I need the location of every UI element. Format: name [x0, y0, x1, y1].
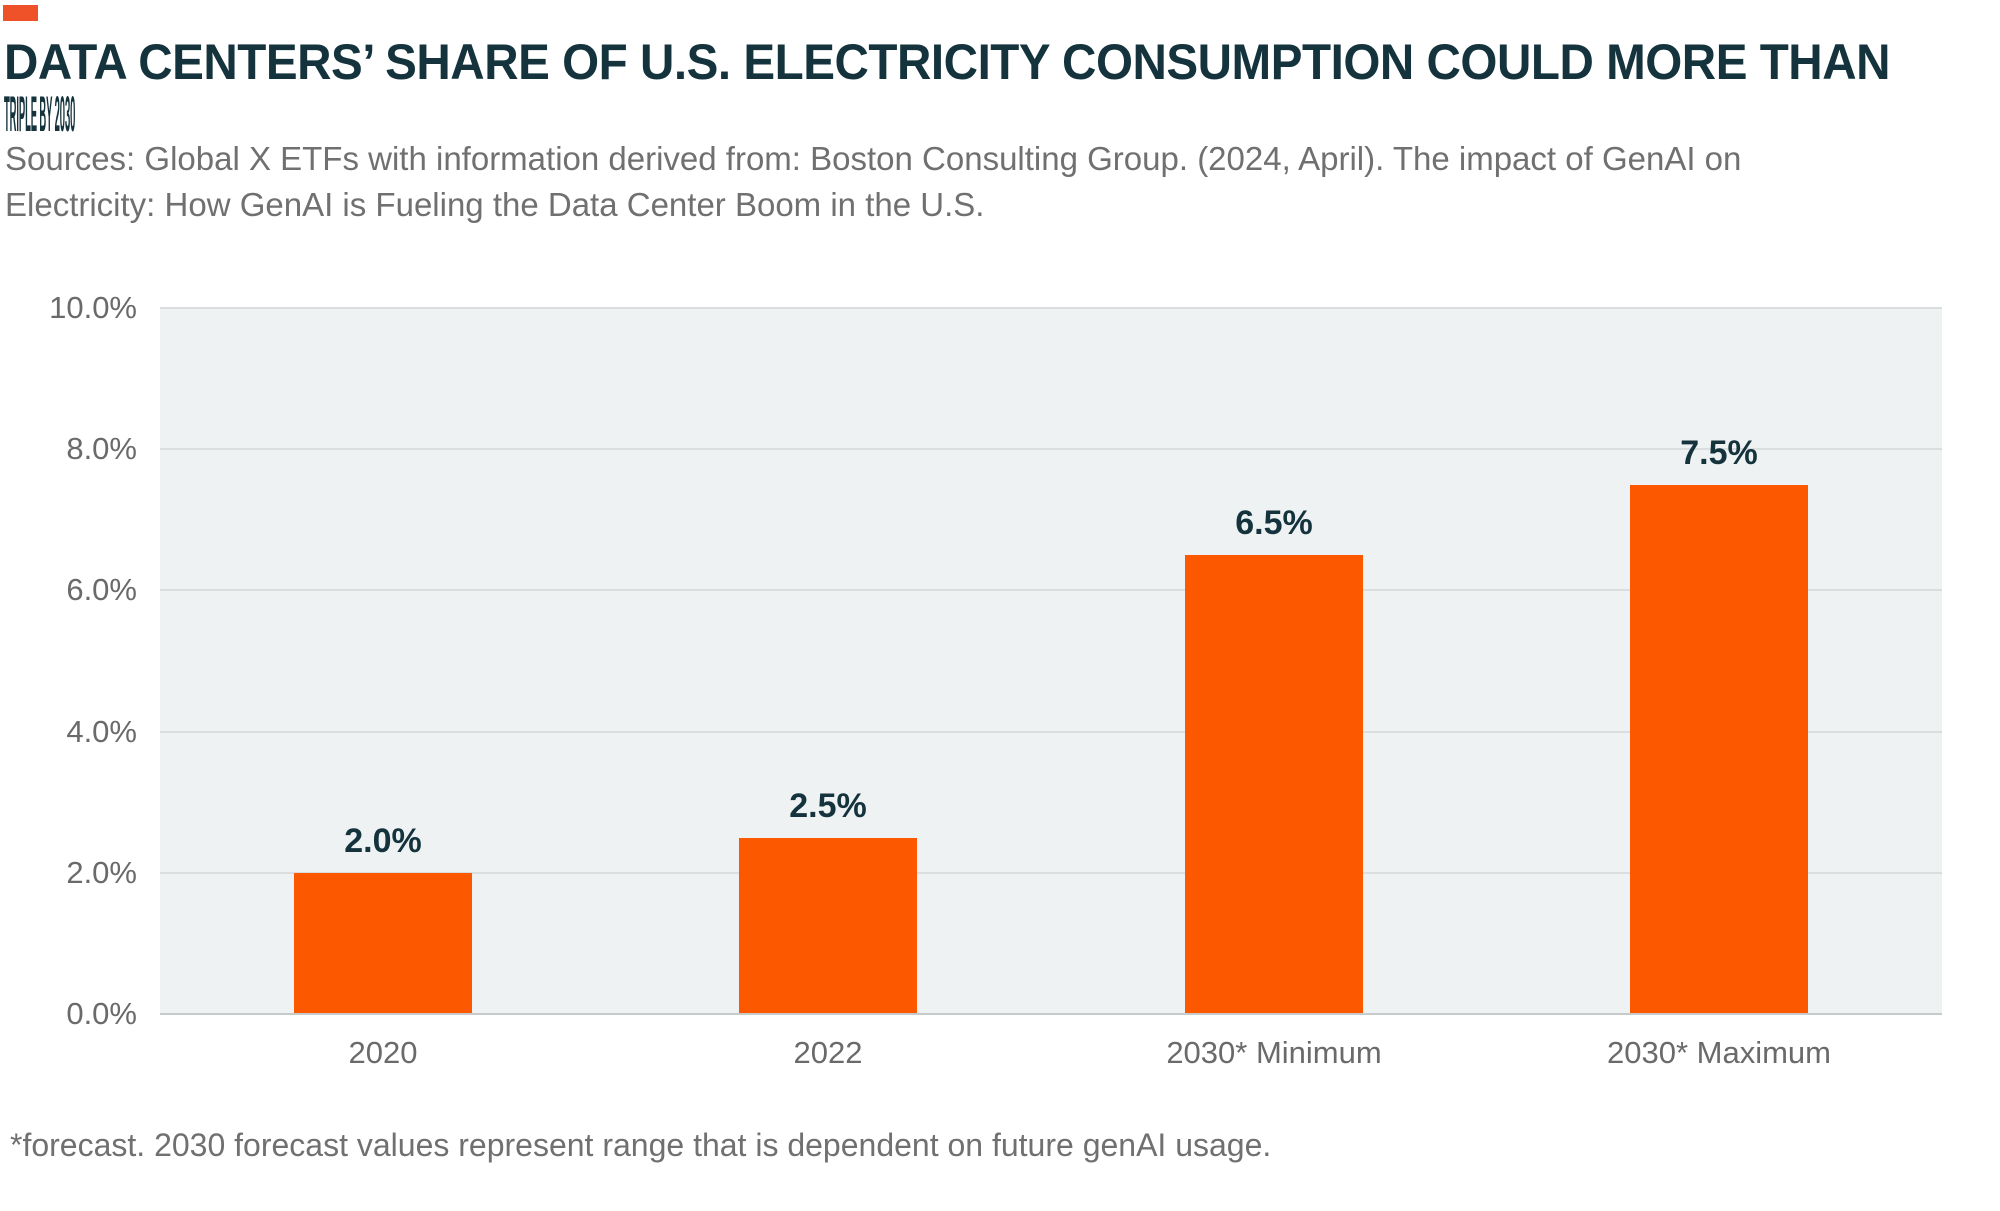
bar-value-label: 2.0% [344, 822, 422, 860]
x-axis-tick-label: 2030* Maximum [1607, 1035, 1831, 1070]
footnote-text: *forecast. 2030 forecast values represen… [10, 1127, 1272, 1163]
chart-title: DATA CENTERS’ SHARE OF U.S. ELECTRICITY … [4, 36, 1985, 140]
brand-dash-icon [3, 5, 38, 21]
y-axis-tick-label: 4.0% [66, 714, 137, 749]
y-axis-tick-label: 6.0% [66, 572, 137, 607]
x-axis-tick-label: 2030* Minimum [1166, 1035, 1382, 1070]
bar [739, 838, 917, 1014]
bar [1185, 555, 1363, 1014]
x-axis-tick-label: 2020 [348, 1035, 418, 1070]
chart-title-line-2: TRIPLE BY 2030 [4, 86, 76, 142]
gridline-8pct [160, 448, 1942, 450]
y-axis-tick-label: 8.0% [66, 431, 137, 466]
bar-value-label: 6.5% [1235, 504, 1313, 542]
gridline-10pct [160, 307, 1942, 309]
gridline-4pct [160, 731, 1942, 733]
source-text: Sources: Global X ETFs with information … [5, 136, 1741, 228]
source-text-line-2: Electricity: How GenAI is Fueling the Da… [5, 186, 985, 223]
bar-value-label: 2.5% [789, 787, 867, 825]
gridline-2pct [160, 872, 1942, 874]
x-axis-baseline [160, 1013, 1942, 1015]
bar-value-label: 7.5% [1680, 434, 1758, 472]
x-axis-tick-label: 2022 [793, 1035, 863, 1070]
gridline-6pct [160, 589, 1942, 591]
bar [1630, 485, 1808, 1014]
source-text-line-1: Sources: Global X ETFs with information … [5, 140, 1742, 177]
chart-title-line-1: DATA CENTERS’ SHARE OF U.S. ELECTRICITY … [4, 34, 1890, 90]
y-axis-tick-label: 2.0% [66, 855, 137, 890]
y-axis-tick-label: 10.0% [49, 290, 137, 325]
y-axis-tick-label: 0.0% [66, 996, 137, 1031]
bar [294, 873, 472, 1014]
